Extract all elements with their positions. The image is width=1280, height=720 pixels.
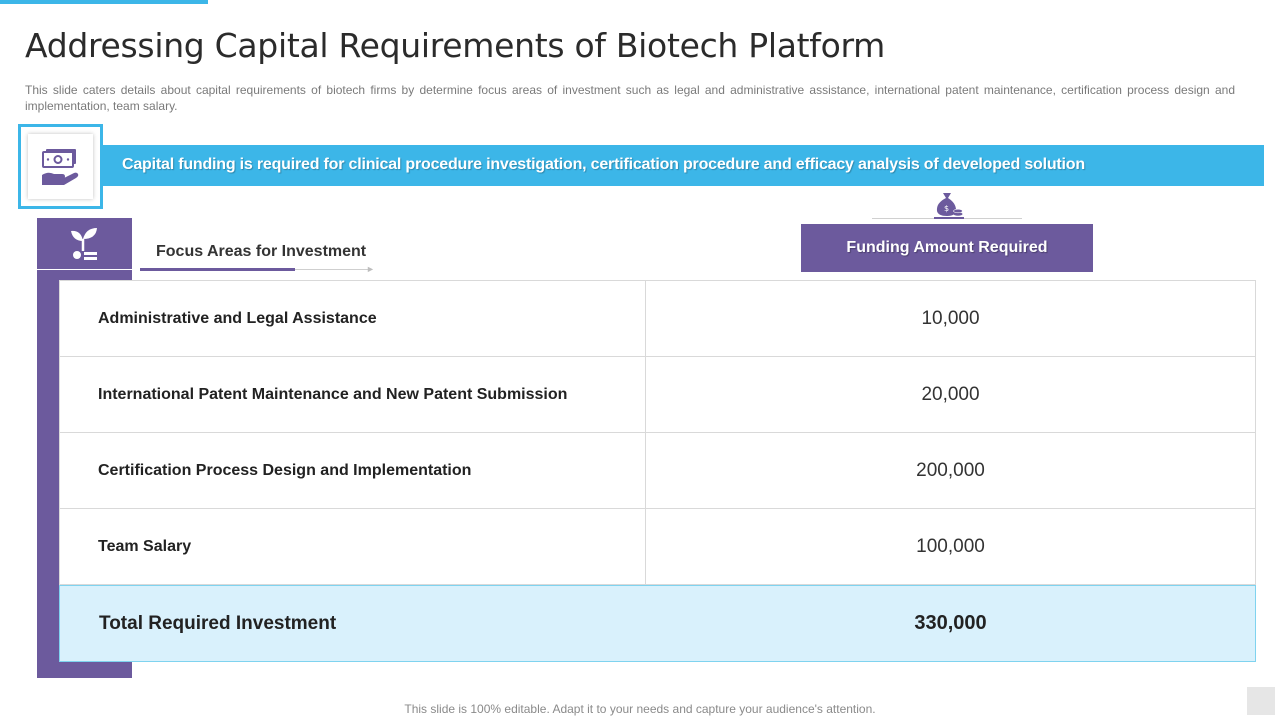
table-row: International Patent Maintenance and New… (60, 357, 1255, 433)
funding-amount: 100,000 (916, 535, 985, 557)
funding-amount: 20,000 (921, 383, 980, 405)
svg-text:$: $ (944, 204, 949, 213)
top-accent-bar (0, 0, 208, 4)
total-amount: 330,000 (914, 612, 987, 634)
money-hand-icon (28, 134, 93, 199)
total-label: Total Required Investment (99, 612, 337, 634)
funding-amount: 200,000 (916, 459, 985, 481)
total-row: Total Required Investment 330,000 (59, 585, 1256, 662)
banner-bar (100, 145, 1264, 186)
banner-text: Capital funding is required for clinical… (122, 156, 1085, 173)
focus-area-label: Team Salary (60, 509, 646, 584)
funding-amount: 10,000 (921, 307, 980, 329)
investment-table: Administrative and Legal Assistance 10,0… (59, 280, 1256, 662)
corner-box (1247, 687, 1275, 715)
plant-growth-icon (68, 227, 100, 268)
slide-title: Addressing Capital Requirements of Biote… (25, 26, 886, 65)
table-row: Certification Process Design and Impleme… (60, 433, 1255, 509)
funding-header-label: Funding Amount Required (846, 239, 1048, 256)
focus-area-label: Certification Process Design and Impleme… (60, 433, 646, 508)
arrow-right-icon: ► (366, 264, 375, 274)
slide-subtitle: This slide caters details about capital … (25, 83, 1235, 113)
funding-amount-header: Funding Amount Required (801, 224, 1093, 272)
table-row: Team Salary 100,000 (60, 509, 1255, 585)
focus-header-underline (140, 268, 295, 271)
banner-icon-frame (18, 124, 103, 209)
focus-area-label: International Patent Maintenance and New… (60, 357, 646, 432)
focus-header-line (295, 269, 370, 270)
table-row: Administrative and Legal Assistance 10,0… (60, 281, 1255, 357)
column-divider (37, 269, 132, 270)
footer-note: This slide is 100% editable. Adapt it to… (404, 702, 876, 716)
focus-areas-header: Focus Areas for Investment (156, 243, 367, 260)
money-bag-icon: $ (934, 191, 964, 224)
focus-area-label: Administrative and Legal Assistance (60, 281, 646, 356)
